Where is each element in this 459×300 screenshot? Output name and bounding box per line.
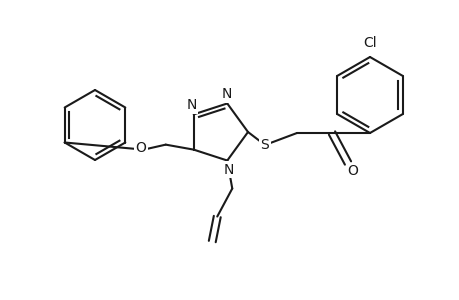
Text: O: O (135, 141, 146, 154)
Text: S: S (260, 138, 269, 152)
Text: N: N (224, 163, 234, 176)
Text: N: N (222, 88, 232, 101)
Text: N: N (186, 98, 196, 112)
Text: Cl: Cl (363, 36, 376, 50)
Text: O: O (347, 164, 358, 178)
